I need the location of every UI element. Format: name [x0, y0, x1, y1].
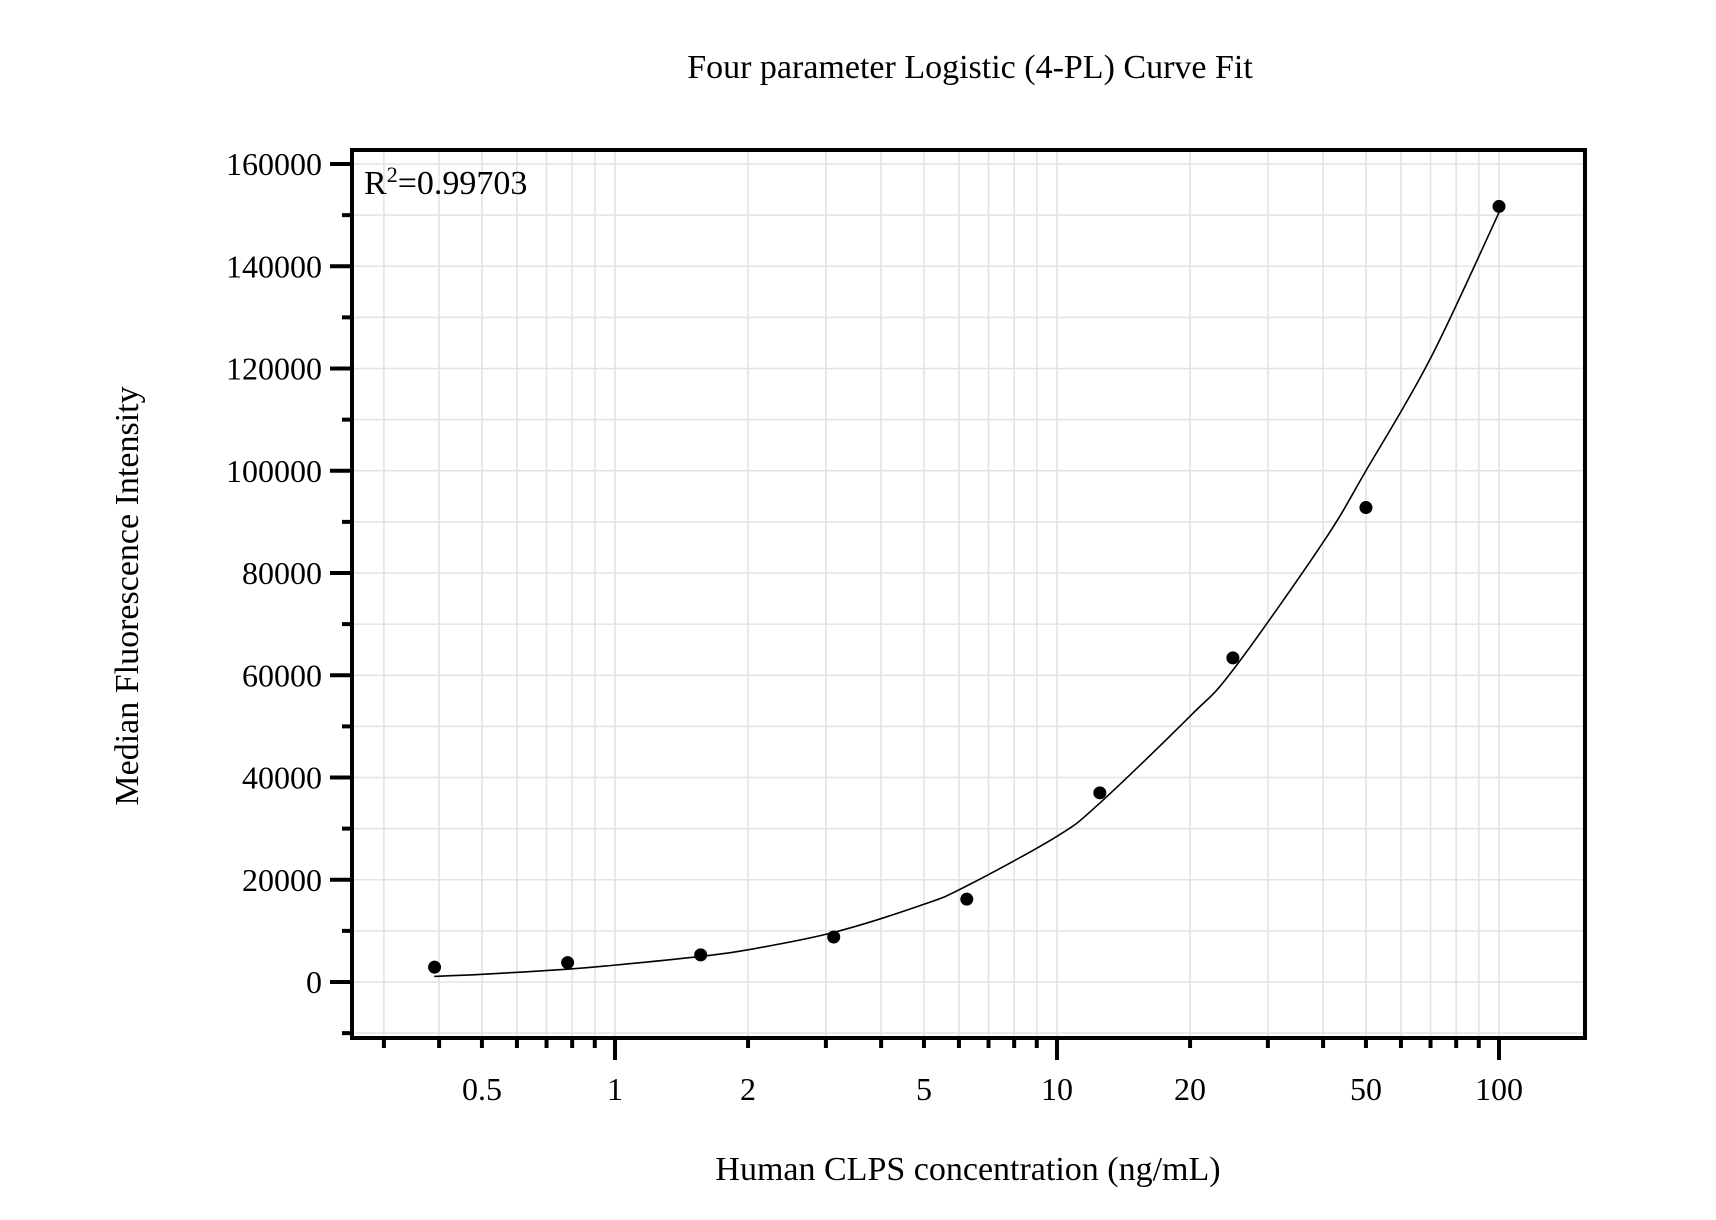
y-axis: 0 20000 40000 60000 80000 100000 120000 140000 1…	[226, 146, 352, 1036]
y-tick-label: 40000	[242, 760, 322, 796]
x-tick-label: 100	[1475, 1071, 1523, 1107]
chart-title: Four parameter Logistic (4-PL) Curve Fit	[687, 49, 1253, 86]
r2-value: =0.99703	[398, 165, 528, 202]
data-point	[1359, 501, 1373, 515]
y-tick-label: 80000	[242, 555, 322, 591]
x-tick-label: 20	[1174, 1071, 1206, 1107]
x-tick-label: 0.5	[462, 1071, 502, 1107]
x-tick-label: 50	[1350, 1071, 1382, 1107]
r2-superscript: 2	[387, 162, 398, 187]
r2-prefix: R	[364, 165, 387, 202]
data-points	[428, 199, 1506, 974]
y-tick-label: 0	[306, 964, 322, 1000]
data-point	[1492, 199, 1506, 213]
y-tick-label: 20000	[242, 862, 322, 898]
plot-frame	[350, 148, 1587, 1040]
r-squared-annotation: R2=0.99703	[364, 162, 527, 202]
data-point	[561, 956, 575, 970]
gridlines	[352, 150, 1585, 1038]
y-axis-label: Median Fluorescence Intensity	[109, 386, 146, 805]
y-tick-label: 100000	[226, 453, 322, 489]
x-tick-label: 5	[916, 1071, 932, 1107]
y-tick-label: 120000	[226, 351, 322, 387]
y-tick-label: 60000	[242, 657, 322, 693]
x-tick-label: 1	[607, 1071, 623, 1107]
fit-curve	[434, 212, 1500, 978]
y-tick-label: 160000	[226, 146, 322, 182]
data-point	[1226, 651, 1240, 665]
x-axis: 0.5 1 2 5 10 20 50 100	[381, 1038, 1523, 1107]
x-tick-label: 2	[740, 1071, 756, 1107]
data-point	[827, 930, 841, 944]
x-axis-label: Human CLPS concentration (ng/mL)	[715, 1151, 1220, 1188]
y-tick-label: 140000	[226, 248, 322, 284]
data-point	[1093, 786, 1107, 800]
data-point	[428, 960, 442, 974]
x-tick-label: 10	[1041, 1071, 1073, 1107]
data-point	[694, 948, 708, 962]
data-point	[960, 892, 974, 906]
